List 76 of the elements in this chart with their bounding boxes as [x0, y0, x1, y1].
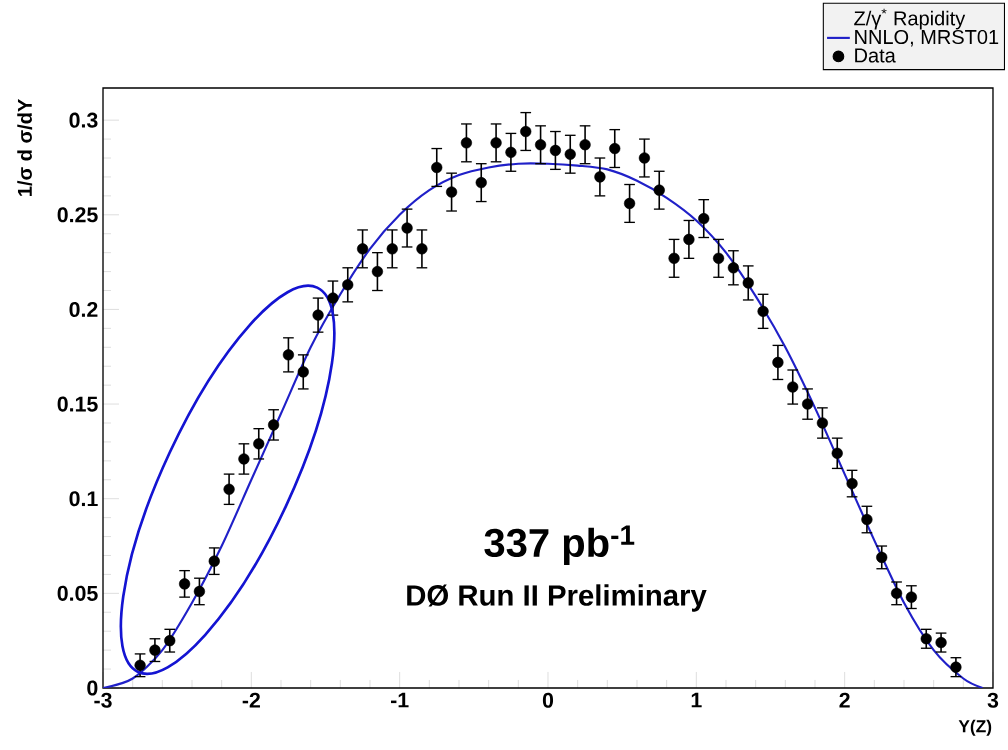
point	[445, 186, 458, 198]
point	[683, 233, 695, 246]
point	[520, 125, 532, 138]
point	[668, 252, 680, 264]
point	[282, 349, 295, 361]
point	[757, 305, 769, 317]
point	[623, 197, 636, 210]
point	[801, 398, 814, 410]
legend-label: Data	[855, 48, 896, 63]
legend-title: Z/γ$^{*}$ Rapidity	[854, 8, 966, 30]
point	[431, 161, 443, 174]
point	[267, 419, 280, 431]
y-axis-title: 1/σ d σ/dY	[17, 99, 33, 196]
y-tick-label: 0.25	[57, 207, 98, 223]
x-tick-label: 2	[839, 692, 850, 708]
point	[297, 366, 309, 378]
point	[327, 292, 339, 304]
point	[475, 177, 487, 189]
x-tick-label: -2	[242, 692, 260, 708]
point	[253, 438, 265, 450]
point	[193, 585, 206, 598]
point	[712, 252, 725, 264]
point	[312, 309, 324, 321]
point	[846, 477, 858, 490]
legend-label: NNLO, MRST01	[855, 29, 999, 47]
point	[416, 243, 428, 255]
point	[178, 578, 191, 590]
point	[609, 142, 621, 155]
point	[490, 137, 502, 149]
x-tick-label: 0	[542, 692, 554, 708]
point	[208, 555, 220, 567]
point	[920, 633, 932, 645]
point	[594, 171, 606, 183]
point	[698, 212, 710, 225]
y-tick-label: 0.2	[69, 301, 98, 317]
point	[950, 661, 962, 673]
x-tick-label: 3	[987, 692, 999, 708]
point	[371, 265, 384, 278]
line-series	[103, 162, 984, 688]
point	[905, 591, 918, 603]
point	[638, 152, 651, 164]
point	[549, 144, 562, 157]
point	[935, 636, 947, 649]
point	[386, 243, 398, 255]
point	[505, 146, 517, 158]
point	[401, 222, 413, 234]
annotation: DØ Run II Preliminary	[407, 584, 707, 612]
point	[890, 587, 903, 599]
point	[223, 483, 235, 495]
x-tick-label: 1	[691, 692, 702, 708]
point	[356, 243, 369, 255]
point	[460, 137, 473, 149]
point	[164, 635, 176, 647]
point	[861, 513, 873, 526]
point	[787, 381, 799, 393]
point	[579, 139, 591, 151]
y-tick-label: 0.1	[69, 491, 98, 507]
point	[772, 356, 784, 369]
point	[742, 277, 754, 289]
point	[134, 659, 146, 671]
annotation: 337 pb$^{-1}$	[484, 525, 635, 565]
x-tick-label: -1	[391, 692, 409, 708]
point	[876, 551, 888, 563]
point	[831, 447, 843, 459]
point	[342, 279, 354, 291]
point	[534, 139, 547, 151]
point	[149, 644, 161, 656]
y-tick-label: 0.05	[57, 585, 98, 601]
x-axis-title: Y(Z)	[958, 719, 992, 736]
point	[727, 262, 740, 274]
y-tick-label: 0.15	[57, 396, 98, 412]
y-tick-label: 0.3	[69, 112, 98, 128]
point	[653, 184, 665, 196]
point	[816, 417, 829, 429]
point	[238, 453, 250, 465]
point	[564, 148, 576, 160]
